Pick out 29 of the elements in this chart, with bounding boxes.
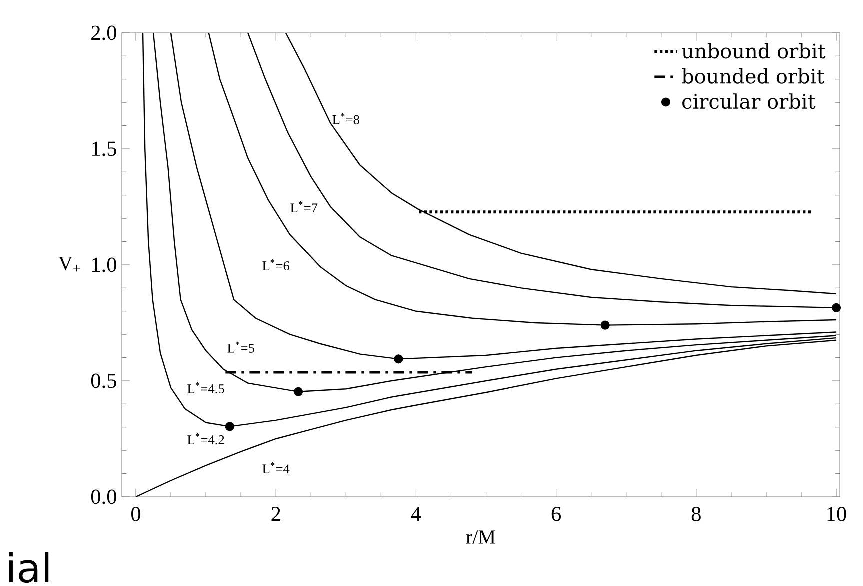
y-tick-label: 1.5 xyxy=(92,142,116,156)
y-tick-label: 2.0 xyxy=(92,26,116,40)
x-tick-label: 2 xyxy=(272,507,280,522)
y-tick-label: 0.5 xyxy=(91,374,116,388)
x-tick-label: 8 xyxy=(692,507,701,522)
annotation: L$^{*}$=8 xyxy=(332,113,360,124)
legend-label: bounded orbit xyxy=(682,68,825,84)
x-tick-label: 6 xyxy=(552,507,562,522)
y-tick-label: 1.0 xyxy=(92,258,116,272)
x-axis-title: r/M xyxy=(466,530,496,544)
annotation: L$^{*}$=4 xyxy=(262,462,290,474)
y-axis-title: V$_{+}$ xyxy=(58,257,80,272)
annotation: L$^{*}$=7 xyxy=(290,202,318,212)
annotation: L$^{*}$=6 xyxy=(262,259,290,271)
annotation: L$^{*}$=4.5 xyxy=(188,382,224,394)
y-tick-label: 0.0 xyxy=(91,490,116,504)
x-tick-label: 0 xyxy=(131,507,141,522)
legend-label: circular orbit xyxy=(682,94,816,110)
point xyxy=(832,303,842,312)
x-tick-label: 10 xyxy=(828,507,846,522)
text: ial xyxy=(9,552,49,584)
point xyxy=(294,387,304,396)
annotation: L$^{*}$=4.2 xyxy=(188,433,224,445)
point xyxy=(225,422,234,432)
x-tick-label: 4 xyxy=(411,507,422,522)
point xyxy=(600,320,610,330)
annotation: L$^{*}$=5 xyxy=(228,342,254,353)
legend-label: unbound orbit xyxy=(682,43,826,59)
point xyxy=(394,354,404,364)
